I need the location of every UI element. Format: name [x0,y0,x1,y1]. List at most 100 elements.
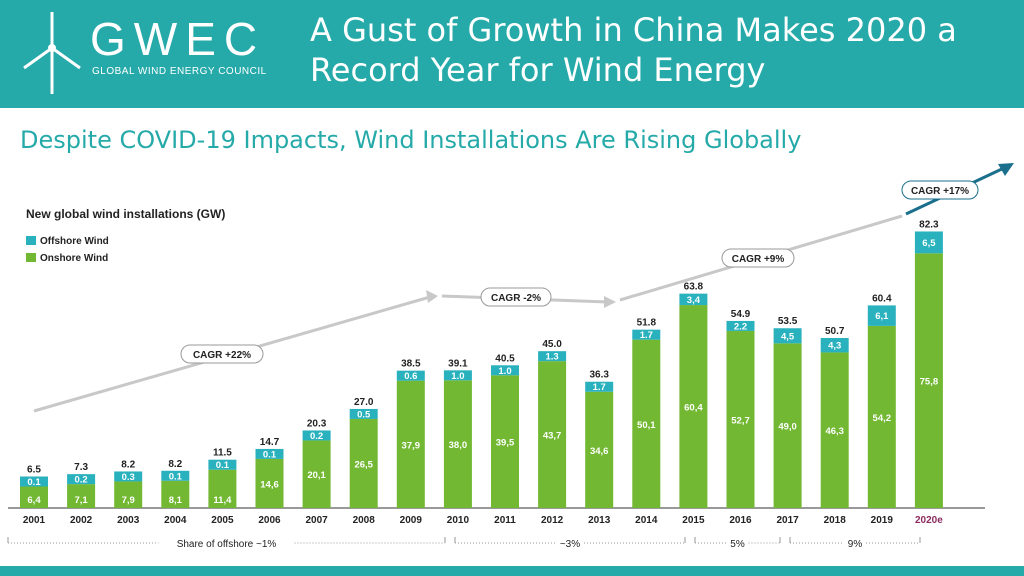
x-tick-label: 2002 [70,515,93,526]
bar-offshore-2005 [208,459,237,470]
bar-value-offshore: 0.6 [404,371,417,382]
bar-onshore-2010 [443,380,472,508]
x-tick-label: 2007 [305,515,328,526]
bar-offshore-2019 [867,305,896,326]
bar-value-offshore: 1.7 [593,382,606,393]
bar-value-offshore: 0.1 [169,471,183,482]
bar-total-label: 53.5 [778,316,798,327]
bar-value-offshore: 0.1 [216,460,230,471]
bar-total-label: 54.9 [731,309,751,320]
x-tick-label: 2004 [164,515,187,526]
bar-value-offshore: 1.0 [498,366,511,377]
bar-total-label: 6.5 [27,464,41,475]
logo-text: GWEC [90,13,266,65]
bar-offshore-2017 [773,328,802,344]
bar-onshore-2017 [773,343,802,508]
bar-value-offshore: 4,3 [828,341,841,352]
bar-value-offshore: 0.1 [27,477,41,488]
bar-value-onshore: 49,0 [778,422,797,433]
bar-onshore-2015 [679,305,708,508]
slide-subtitle: Despite COVID-19 Impacts, Wind Installat… [20,126,802,154]
bar-total-label: 39.1 [448,358,468,369]
bar-offshore-2003 [114,471,143,482]
wind-turbine-icon [23,12,81,94]
bar-offshore-2006 [255,448,284,459]
bar-offshore-2012 [538,351,567,362]
bar-total-label: 20.3 [307,418,327,429]
x-tick-label: 2018 [824,515,847,526]
cagr-badge [721,248,795,268]
cagr-badge [480,287,552,307]
bar-value-offshore: 1.3 [545,352,558,363]
bar-onshore-2004 [161,480,190,508]
bar-value-offshore: 3,4 [687,295,701,306]
trend-arrowhead [604,296,616,308]
bar-value-onshore: 50,1 [637,420,656,431]
share-label: ~3% [560,539,580,550]
cagr-badge [901,180,979,200]
bar-onshore-2007 [302,440,331,508]
x-tick-label: 2009 [400,515,423,526]
x-tick-label: 2015 [682,515,705,526]
bar-value-offshore: 2.2 [734,321,747,332]
bar-total-label: 36.3 [589,370,609,381]
bar-value-onshore: 7,1 [74,495,88,506]
bar-offshore-2014 [632,329,661,340]
cagr-label: CAGR +9% [732,254,785,265]
bar-onshore-2003 [114,481,143,508]
x-tick-label: 2020e [915,515,943,526]
bar-value-offshore: 1.0 [451,371,464,382]
bar-value-onshore: 39,5 [496,438,515,449]
bar-value-onshore: 6,4 [27,495,41,506]
bar-total-label: 11.5 [213,448,232,459]
bar-value-onshore: 46,3 [825,426,844,437]
bar-onshore-2009 [396,380,425,508]
bar-value-offshore: 0.2 [74,475,87,486]
x-tick-label: 2019 [871,515,894,526]
bar-value-offshore: 4,5 [781,331,795,342]
bar-onshore-2013 [585,391,614,508]
x-tick-label: 2017 [776,515,799,526]
bar-offshore-2009 [396,370,425,381]
bar-value-onshore: 14,6 [260,479,279,490]
bar-total-label: 27.0 [354,397,374,408]
x-tick-label: 2012 [541,515,564,526]
legend-swatch-offshore [26,236,36,245]
trend-arrowhead [998,163,1014,176]
bar-value-onshore: 38,0 [449,440,468,451]
chart-title: New global wind installations (GW) [26,207,225,221]
x-tick-label: 2006 [258,515,281,526]
bar-value-offshore: 1.7 [640,330,653,341]
bar-total-label: 63.8 [684,282,704,293]
bar-onshore-2016 [726,330,755,508]
x-tick-label: 2016 [729,515,752,526]
bar-onshore-2011 [491,375,519,508]
bar-offshore-2018 [820,337,849,353]
bar-onshore-2019 [867,325,896,508]
cagr-label: CAGR +22% [193,350,251,361]
bar-value-onshore: 54,2 [873,413,892,424]
bar-total-label: 82.3 [919,219,939,230]
bar-onshore-2008 [349,418,378,508]
bar-value-onshore: 26,5 [354,459,373,470]
bar-offshore-2015 [679,293,708,306]
bar-offshore-2013 [585,381,614,392]
bar-onshore-2020e [914,253,943,508]
bar-value-offshore: 0.2 [310,431,323,442]
page-title: A Gust of Growth in China Makes 2020 a R… [310,11,957,89]
bar-total-label: 50.7 [825,326,845,337]
legend-label-offshore: Offshore Wind [40,236,109,247]
bar-value-onshore: 8,1 [169,495,183,506]
bar-total-label: 51.8 [637,318,657,329]
bar-total-label: 60.4 [872,293,892,304]
share-label: 5% [730,539,745,550]
bar-value-offshore: 0.1 [263,449,277,460]
bar-onshore-2001 [20,486,48,508]
bar-value-onshore: 60,4 [684,403,703,414]
bar-value-onshore: 7,9 [122,495,135,506]
share-label: 9% [848,539,863,550]
bar-offshore-2007 [302,430,331,441]
x-tick-label: 2005 [211,515,234,526]
bar-onshore-2005 [208,469,237,508]
